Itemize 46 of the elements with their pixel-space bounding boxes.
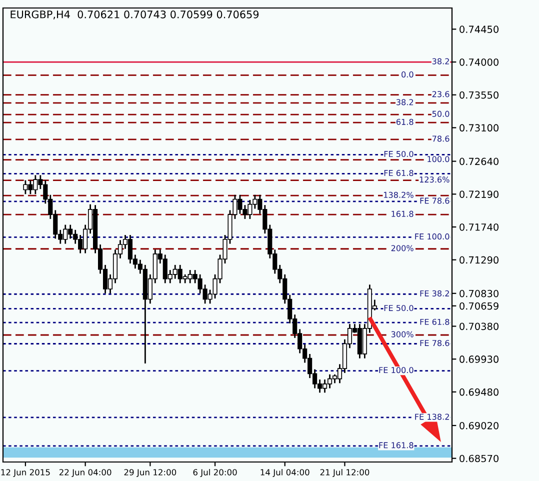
annotation: 200% — [391, 245, 414, 252]
annotation: FE 100.0 — [379, 367, 414, 374]
annotation: FE 61.8 — [384, 170, 414, 176]
annotation: 100.0 — [428, 156, 450, 162]
annotation: 23.6 — [432, 91, 450, 98]
annotation: 78.6 — [432, 136, 450, 142]
annotation: FE 100.0 — [415, 233, 450, 240]
y-tick-label: 0.70659 — [460, 302, 498, 310]
x-tick-label: 12 Jun 2015 — [1, 469, 50, 477]
annotation: FE 161.8 — [379, 442, 414, 448]
y-tick-label: 0.73100 — [460, 124, 499, 132]
annotation: FE 50.0 — [384, 304, 414, 312]
annotation: 38.2 — [432, 58, 449, 64]
y-tick-label: 0.74450 — [460, 26, 499, 33]
annotation: 138.2% — [384, 192, 414, 198]
y-tick-label: 0.71290 — [460, 256, 499, 264]
annotation: FE 78.6 — [420, 340, 450, 346]
x-tick-label: 21 Jul 12:00 — [320, 468, 370, 477]
chart-title: EURGBP,H4 0.70621 0.70743 0.70599 0.70659 — [10, 10, 259, 20]
x-tick-label: 14 Jul 04:00 — [260, 468, 310, 477]
annotation: FE 38.2 — [420, 290, 449, 296]
x-tick-label: 22 Jun 04:00 — [59, 469, 112, 477]
annotation: 0.0 — [402, 71, 414, 78]
y-tick-label: 0.69930 — [460, 356, 499, 363]
annotation: FE 78.6 — [420, 198, 450, 204]
y-tick-label: 0.73550 — [460, 91, 499, 99]
annotation: 61.8 — [396, 118, 414, 125]
annotation: 38.2 — [396, 99, 414, 106]
annotation: FE 50.0 — [384, 150, 414, 158]
y-tick-label: 0.68570 — [460, 454, 499, 462]
y-tick-label: 0.70830 — [460, 290, 499, 298]
annotation: 161.8 — [392, 210, 414, 217]
annotation: FE 61.8 — [420, 318, 450, 325]
y-tick-label: 0.72190 — [460, 190, 499, 198]
annotation: 50.0 — [432, 110, 450, 117]
x-tick-label: 6 Jul 20:00 — [193, 468, 237, 477]
annotation: 300% — [391, 331, 414, 338]
y-tick-label: 0.69480 — [460, 388, 499, 396]
annotation: FE 138.2 — [415, 414, 449, 420]
y-tick-label: 0.70380 — [460, 322, 499, 330]
x-tick-label: 29 Jun 12:00 — [124, 469, 176, 477]
y-tick-label: 0.74000 — [460, 58, 499, 66]
y-tick-label: 0.69020 — [460, 422, 499, 430]
y-tick-label: 0.72640 — [460, 158, 499, 166]
annotation: 123.6% — [420, 176, 450, 183]
y-tick-label: 0.71740 — [460, 223, 499, 231]
